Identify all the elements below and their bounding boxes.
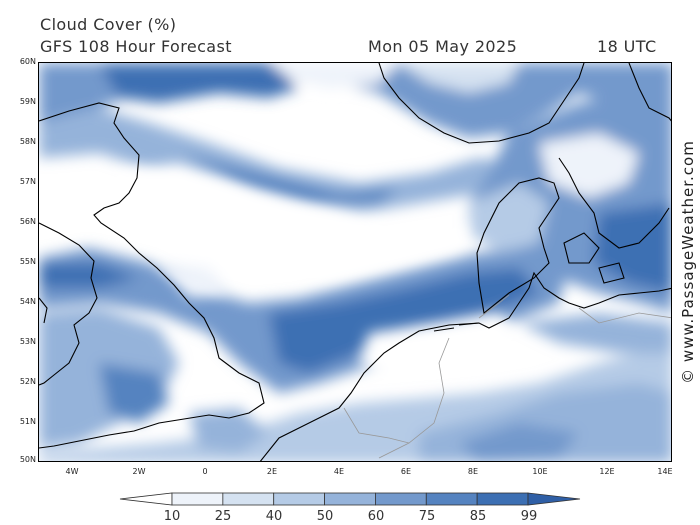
lon-label-14e: 14E [657,467,673,476]
lon-label-10e: 10E [532,467,548,476]
lat-label-60n: 60N [19,57,36,66]
lat-label-57n: 57N [19,177,36,186]
legend-label-10: 10 [163,509,181,524]
legend-swatch-6 [425,492,478,506]
country-borders [343,294,671,459]
legend-swatch-4 [324,492,376,506]
map-panel[interactable] [38,62,672,462]
lon-label-8e: 8E [467,467,479,476]
forecast-hour: 18 UTC [597,37,657,56]
clear-sky-areas [79,163,519,383]
lon-label-12e: 12E [599,467,615,476]
legend-swatch-5 [375,492,427,506]
cloud-cover-map[interactable] [39,63,672,462]
legend-label-75: 75 [418,509,436,524]
lat-label-50n: 50N [19,455,36,464]
legend-label-40: 40 [265,509,283,524]
legend-swatch-3 [273,492,325,506]
lat-label-52n: 52N [19,377,36,386]
legend-swatch-2 [222,492,275,506]
legend-label-85: 85 [469,509,487,524]
coastlines [39,63,671,461]
lat-label-59n: 59N [19,97,36,106]
lon-label-2e: 2E [266,467,278,476]
lat-label-51n: 51N [19,417,36,426]
legend-label-25: 25 [214,509,232,524]
forecast-date: Mon 05 May 2025 [368,37,518,56]
map-title: Cloud Cover (%) [40,15,177,34]
lon-label-4w: 4W [65,467,79,476]
legend-swatches [119,492,581,506]
legend-swatch-min [119,492,173,506]
lat-label-53n: 53N [19,337,36,346]
legend-label-99: 99 [520,509,538,524]
legend-label-60: 60 [367,509,385,524]
lon-label-0: 0 [202,467,208,476]
lat-label-55n: 55N [19,257,36,266]
lon-label-4e: 4E [333,467,345,476]
legend-label-50: 50 [316,509,334,524]
forecast-subtitle: GFS 108 Hour Forecast [40,37,232,56]
lon-label-2w: 2W [132,467,146,476]
lat-label-56n: 56N [19,217,36,226]
lat-label-54n: 54N [19,297,36,306]
legend-swatch-1 [171,492,224,506]
lon-label-6e: 6E [400,467,412,476]
legend-swatch-max [527,492,581,506]
legend-colorbar [119,492,581,506]
lat-label-58n: 58N [19,137,36,146]
cloud-field [39,63,671,461]
watermark: © www.PassageWeather.com [679,140,697,384]
legend-swatch-7 [476,492,529,506]
